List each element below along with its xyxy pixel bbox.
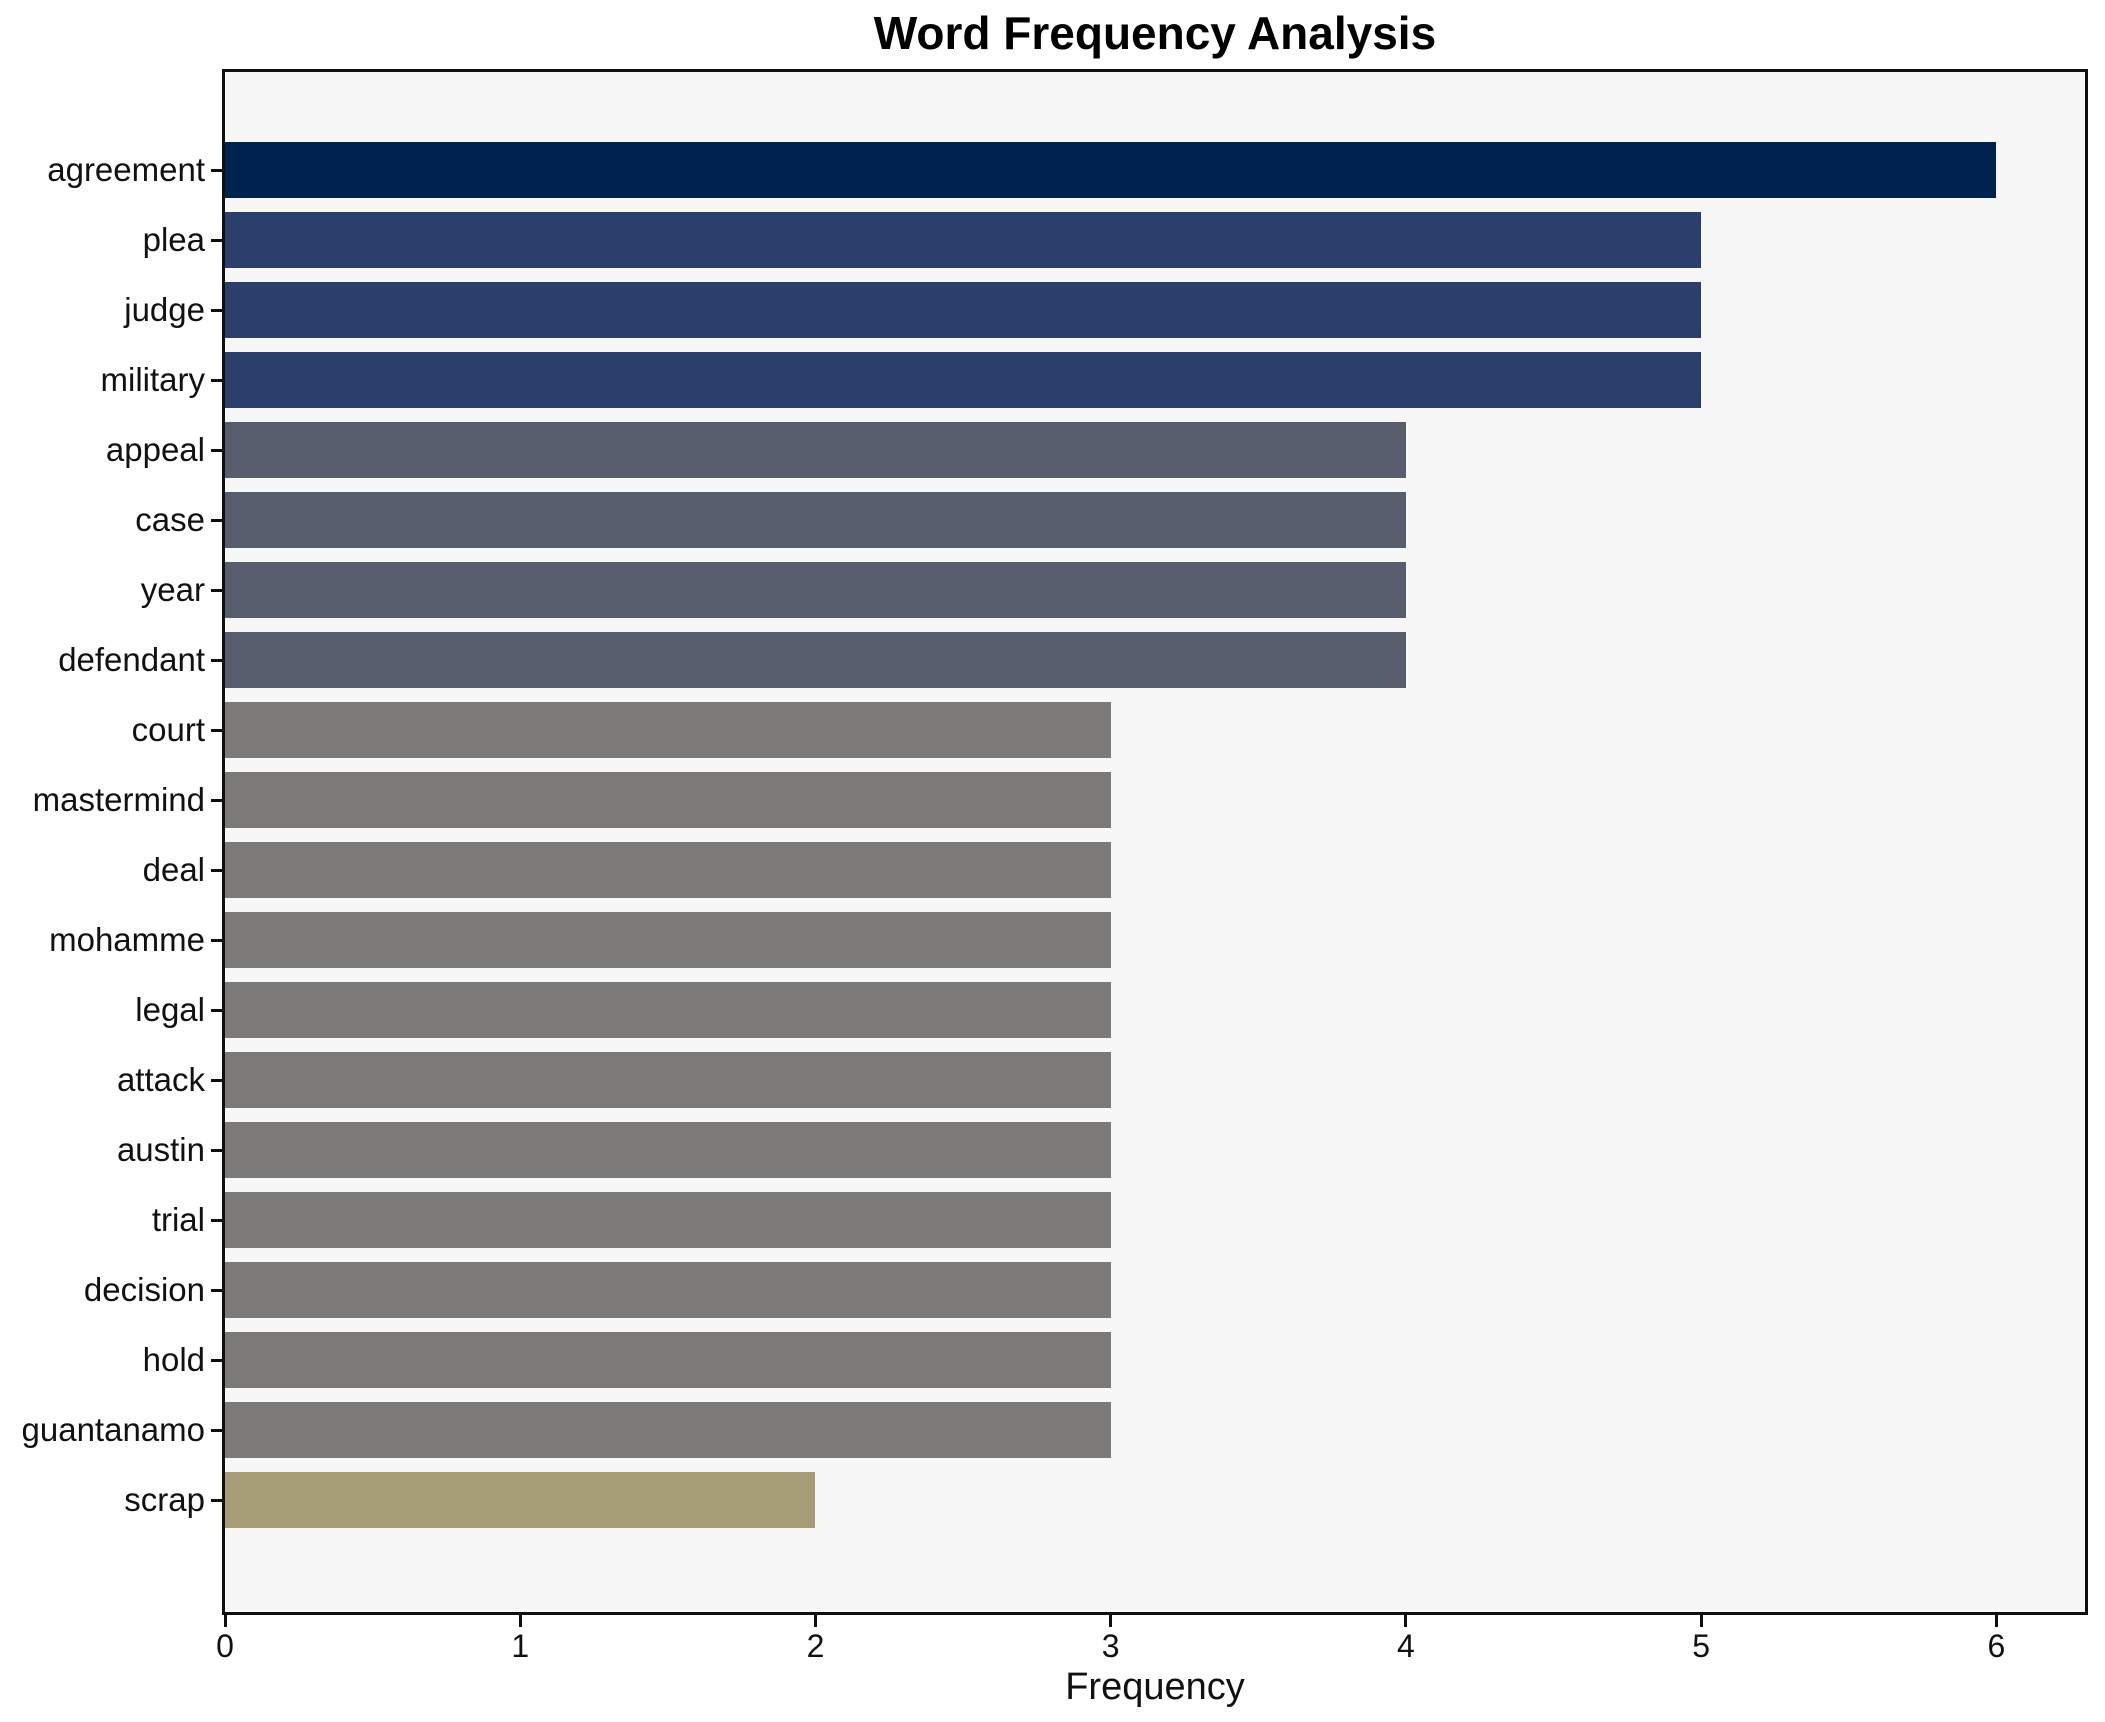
y-tick-mark (211, 308, 225, 312)
bar-mastermind (225, 772, 1111, 828)
bar-defendant (225, 632, 1406, 688)
y-tick-label: mastermind (32, 781, 205, 818)
chart-title: Word Frequency Analysis (873, 7, 1437, 59)
y-tick-mark (211, 1218, 225, 1222)
y-tick-label: scrap (124, 1481, 205, 1518)
bar-court (225, 702, 1111, 758)
y-tick-mark (211, 1498, 225, 1502)
y-tick-label: plea (142, 221, 205, 258)
x-tick-mark (1109, 1615, 1113, 1627)
x-tick-label: 3 (1101, 1628, 1120, 1664)
y-tick-mark (211, 658, 225, 662)
bar-agreement (225, 142, 1997, 198)
x-tick-label: 1 (511, 1628, 530, 1664)
x-tick-label: 0 (216, 1628, 234, 1664)
y-tick-mark (211, 1008, 225, 1012)
x-tick-label: 6 (1987, 1628, 2006, 1664)
bar-mohamme (225, 912, 1111, 968)
y-tick-mark (211, 448, 225, 452)
y-tick-label: legal (135, 991, 205, 1028)
y-tick-mark (211, 938, 225, 942)
bar-military (225, 352, 1702, 408)
bar-plea (225, 212, 1702, 268)
y-tick-label: decision (83, 1271, 205, 1308)
bar-legal (225, 982, 1111, 1038)
x-tick-label: 4 (1397, 1628, 1415, 1664)
bar-deal (225, 842, 1111, 898)
y-tick-label: trial (151, 1201, 205, 1238)
y-tick-label: case (135, 501, 205, 538)
y-tick-mark (211, 1288, 225, 1292)
y-tick-label: austin (116, 1131, 205, 1168)
y-tick-mark (211, 1358, 225, 1362)
y-tick-mark (211, 868, 225, 872)
plot-area (222, 69, 2088, 1615)
bar-appeal (225, 422, 1406, 478)
bar-judge (225, 282, 1702, 338)
y-tick-mark (211, 798, 225, 802)
x-tick-mark (518, 1615, 522, 1627)
x-axis-label: Frequency (1065, 1666, 1245, 1708)
y-tick-label: mohamme (49, 921, 205, 958)
y-tick-mark (211, 518, 225, 522)
y-tick-mark (211, 588, 225, 592)
y-tick-label: court (131, 711, 205, 748)
y-tick-label: military (100, 361, 206, 398)
bar-attack (225, 1052, 1111, 1108)
y-tick-mark (211, 238, 225, 242)
y-tick-label: guantanamo (21, 1411, 205, 1448)
y-tick-label: year (140, 571, 205, 608)
x-tick-mark (223, 1615, 227, 1627)
y-tick-label: appeal (105, 431, 205, 468)
y-tick-mark (211, 1428, 225, 1432)
bar-scrap (225, 1472, 816, 1528)
y-tick-mark (211, 1148, 225, 1152)
bar-case (225, 492, 1406, 548)
y-tick-mark (211, 378, 225, 382)
bar-austin (225, 1122, 1111, 1178)
x-tick-mark (1994, 1615, 1998, 1627)
bar-decision (225, 1262, 1111, 1318)
bar-year (225, 562, 1406, 618)
bar-hold (225, 1332, 1111, 1388)
x-tick-mark (1404, 1615, 1408, 1627)
y-tick-label: attack (116, 1061, 205, 1098)
x-tick-mark (813, 1615, 817, 1627)
y-tick-label: defendant (58, 641, 205, 678)
y-tick-label: judge (124, 291, 205, 328)
x-tick-mark (1699, 1615, 1703, 1627)
x-tick-label: 5 (1692, 1628, 1711, 1664)
x-tick-label: 2 (806, 1628, 825, 1664)
y-tick-mark (211, 728, 225, 732)
y-tick-label: agreement (47, 151, 205, 188)
bar-guantanamo (225, 1402, 1111, 1458)
y-tick-label: hold (142, 1341, 205, 1378)
y-tick-mark (211, 168, 225, 172)
bar-trial (225, 1192, 1111, 1248)
y-tick-mark (211, 1078, 225, 1082)
y-tick-label: deal (142, 851, 205, 888)
